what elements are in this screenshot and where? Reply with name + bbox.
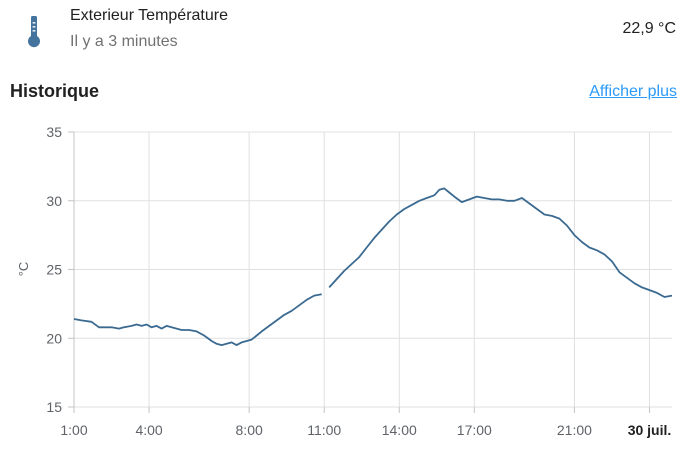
x-tick-label: 21:00 xyxy=(557,422,592,438)
thermometer-icon xyxy=(28,16,40,48)
x-tick-label: 1:00 xyxy=(60,422,87,438)
series-temperature xyxy=(73,187,673,346)
y-tick-label: 15 xyxy=(46,399,62,415)
history-chart: 15 20 25 30 35 1:00 4:00 8:00 11:00 14:00 17:00 21… xyxy=(0,110,690,452)
x-tick-label: 8:00 xyxy=(236,422,263,438)
y-tick-label: 25 xyxy=(46,262,62,278)
chart-grid xyxy=(68,131,672,413)
x-axis-ticks: 1:00 4:00 8:00 11:00 14:00 17:00 21:00 30 juil. xyxy=(60,422,671,438)
series-line-segment xyxy=(328,187,673,298)
entity-row[interactable]: Exterieur Température Il y a 3 minutes 2… xyxy=(0,0,690,60)
show-more-link[interactable]: Afficher plus xyxy=(589,83,677,100)
entity-state: 22,9 °C xyxy=(622,20,676,37)
y-axis-ticks: 15 20 25 30 35 xyxy=(46,124,62,415)
y-tick-label: 20 xyxy=(46,330,62,346)
history-title: Historique xyxy=(10,81,100,101)
entity-last-changed: Il y a 3 minutes xyxy=(70,33,178,50)
temperature-line-chart: 15 20 25 30 35 1:00 4:00 8:00 11:00 14:00 17:00 21… xyxy=(16,124,673,438)
y-tick-label: 35 xyxy=(46,124,62,140)
x-tick-label: 30 juil. xyxy=(628,422,672,438)
y-tick-label: 30 xyxy=(46,193,62,209)
y-axis-label: °C xyxy=(16,262,31,277)
entity-name: Exterieur Température xyxy=(70,7,228,24)
x-tick-label: 14:00 xyxy=(382,422,417,438)
x-tick-label: 4:00 xyxy=(135,422,162,438)
series-line-segment xyxy=(73,293,322,346)
x-tick-label: 11:00 xyxy=(307,422,341,438)
x-tick-label: 17:00 xyxy=(457,422,492,438)
